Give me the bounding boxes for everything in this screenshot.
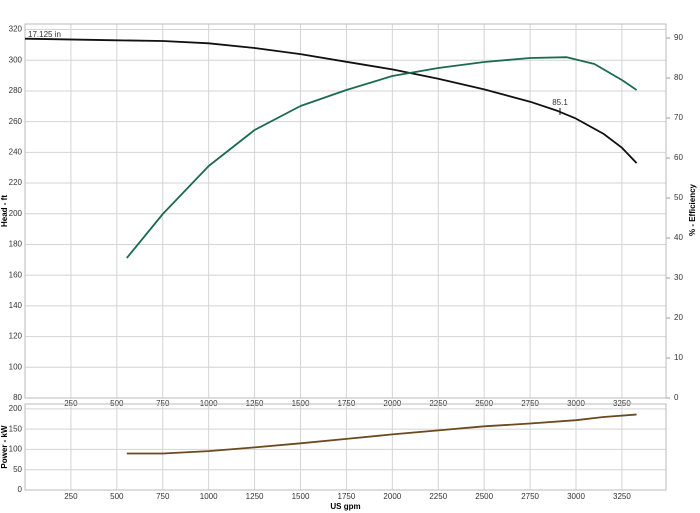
y2-tick-label: 40 (674, 233, 683, 242)
y-tick-label: 150 (9, 424, 23, 433)
x-tick-label: 2500 (475, 492, 493, 501)
y-tick-label: 200 (9, 404, 23, 413)
y-tick-label: 180 (9, 240, 23, 249)
annotation: 85.1 (552, 98, 568, 107)
y-axis-title: Power - kW (0, 425, 9, 469)
x-tick-label: 3000 (567, 492, 585, 501)
x-tick-label: 2750 (521, 492, 539, 501)
y2-tick-label: 0 (674, 393, 679, 402)
y-tick-label: 0 (18, 485, 23, 494)
x-tick-label: 2250 (429, 492, 447, 501)
y-tick-label: 80 (13, 393, 22, 402)
x-tick-label: 500 (110, 492, 124, 501)
y2-tick-label: 50 (674, 193, 683, 202)
annotation: 17.125 in (28, 30, 61, 39)
y-tick-label: 300 (9, 55, 23, 64)
y-tick-label: 260 (9, 117, 23, 126)
x-tick-label: 1250 (246, 492, 264, 501)
y2-tick-label: 30 (674, 273, 683, 282)
y-tick-label: 240 (9, 147, 23, 156)
y2-tick-label: 90 (674, 33, 683, 42)
x-tick-label: 3250 (613, 492, 631, 501)
y-tick-label: 50 (13, 465, 22, 474)
plot-frame (24, 23, 667, 399)
y2-tick-label: 20 (674, 313, 683, 322)
y-tick-label: 200 (9, 209, 23, 218)
y-tick-label: 100 (9, 362, 23, 371)
y2-tick-label: 10 (674, 353, 683, 362)
y-tick-label: 220 (9, 178, 23, 187)
y2-tick-label: 70 (674, 113, 683, 122)
y2-tick-label: 80 (674, 73, 683, 82)
y2-axis-title: % - Efficiency (688, 183, 697, 236)
x-tick-label: 2000 (383, 492, 401, 501)
curve (126, 56, 638, 259)
x-tick-label: 1750 (338, 492, 356, 501)
x-tick-label: 1000 (200, 492, 218, 501)
y-tick-label: 160 (9, 270, 23, 279)
plot-frame (24, 403, 667, 491)
y-tick-label: 120 (9, 332, 23, 341)
x-axis-title: US gpm (330, 502, 360, 511)
x-tick-label: 250 (64, 492, 78, 501)
curve (126, 413, 637, 455)
y2-tick-label: 60 (674, 153, 683, 162)
x-tick-label: 750 (156, 492, 170, 501)
x-tick-label: 1500 (292, 492, 310, 501)
y-axis-title: Head - ft (0, 195, 9, 227)
curve (24, 37, 638, 164)
y-tick-label: 320 (9, 25, 23, 34)
y-tick-label: 280 (9, 86, 23, 95)
y-tick-label: 100 (9, 445, 23, 454)
y-tick-label: 140 (9, 301, 23, 310)
